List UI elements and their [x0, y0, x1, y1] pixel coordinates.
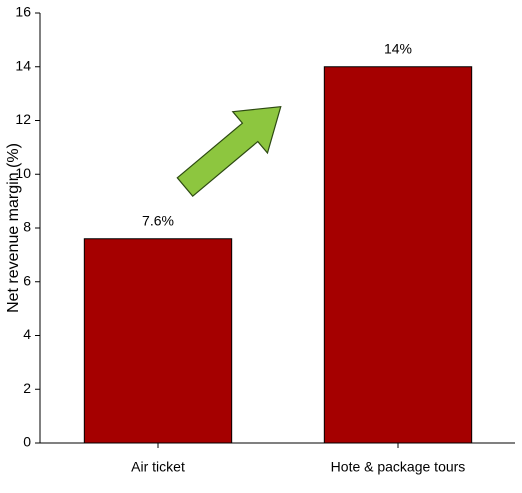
y-tick-label: 0 — [23, 434, 31, 450]
arrow-shape — [176, 105, 282, 198]
y-tick-label: 2 — [23, 380, 31, 396]
x-tick-label: Air ticket — [131, 459, 185, 475]
x-tick-label: Hote & package tours — [331, 459, 466, 475]
y-tick-label: 4 — [23, 326, 31, 342]
y-tick-label: 12 — [15, 111, 31, 127]
value-label: 7.6% — [142, 212, 174, 228]
y-axis-label: Net revenue margin (%) — [5, 143, 22, 313]
y-tick-label: 8 — [23, 219, 31, 235]
bar — [323, 66, 473, 444]
y-tick-label: 10 — [15, 165, 31, 181]
bar — [83, 238, 233, 444]
value-label: 14% — [384, 40, 412, 56]
y-tick-label: 6 — [23, 272, 31, 288]
y-tick-label: 16 — [15, 4, 31, 20]
arrow — [176, 105, 282, 198]
y-tick-label: 14 — [15, 57, 31, 73]
